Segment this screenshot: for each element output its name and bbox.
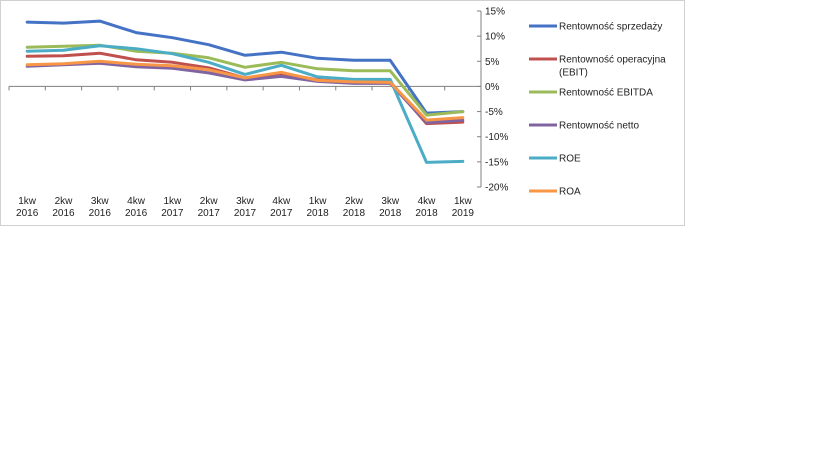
x-tick-label-quarter: 1kw [18, 196, 37, 207]
chart-frame: 15% 10% 5% 0% -5% -10% -15% -20% 1kw 2016 2kw 2016 3… [0, 0, 685, 226]
x-tick-label: 1kw 2019 [452, 196, 475, 219]
x-tick-label-quarter: 2kw [55, 196, 74, 207]
legend-label-5: ROE [559, 154, 581, 165]
y-tick-label: -15% [485, 157, 508, 168]
x-tick-label-year: 2017 [234, 208, 257, 219]
legend-label-6: ROA [559, 187, 581, 198]
x-tick-label-year: 2017 [198, 208, 221, 219]
series-lines [25, 19, 465, 164]
x-tick-label-year: 2016 [89, 208, 112, 219]
legend-label-2: Rentowność operacyjna (EBIT) [559, 55, 666, 79]
x-tick-label: 3kw 2017 [234, 196, 257, 219]
x-tick-label: 4kw 2017 [270, 196, 293, 219]
legend-label-1: Rentowność sprzedaży [559, 22, 662, 33]
x-tick-label: 1kw 2016 [16, 196, 39, 219]
x-tick-label-quarter: 3kw [381, 196, 400, 207]
series-line-5 [25, 44, 465, 164]
x-tick-label-year: 2019 [452, 208, 475, 219]
x-tick-label-year: 2016 [16, 208, 39, 219]
legend-label-line: Rentowność operacyjna [559, 55, 666, 66]
x-tick-label: 2kw 2016 [52, 196, 75, 219]
y-tick-label: 5% [485, 57, 500, 68]
y-tick-label: -10% [485, 132, 508, 143]
legend-label-3: Rentowność EBITDA [559, 88, 653, 99]
x-tick-label-year: 2018 [379, 208, 402, 219]
x-tick-label-quarter: 1kw [454, 196, 473, 207]
x-tick-label-quarter: 1kw [163, 196, 182, 207]
x-tick-label-year: 2017 [161, 208, 184, 219]
x-tick-label: 4kw 2016 [125, 196, 148, 219]
x-tick-label-quarter: 3kw [236, 196, 255, 207]
y-tick-label: -20% [485, 183, 508, 194]
legend: Rentowność sprzedaży Rentowność operacyjn… [529, 22, 666, 198]
x-tick-label: 2kw 2017 [198, 196, 221, 219]
x-tick-label-quarter: 4kw [127, 196, 146, 207]
x-tick-label: 3kw 2016 [89, 196, 112, 219]
y-tick-label: 15% [485, 7, 505, 18]
x-tick-label-quarter: 4kw [418, 196, 437, 207]
y-tick-label: 10% [485, 32, 505, 43]
x-tick-label-year: 2018 [343, 208, 366, 219]
x-tick-label: 3kw 2018 [379, 196, 402, 219]
x-tick-label-quarter: 3kw [91, 196, 110, 207]
x-tick-label-year: 2017 [270, 208, 293, 219]
series-line-1 [25, 19, 465, 115]
x-tick-label: 1kw 2018 [306, 196, 329, 219]
y-tick-label: 0% [485, 82, 500, 93]
y-tick-label: -5% [485, 107, 503, 118]
legend-label-4: Rentowność netto [559, 121, 639, 132]
legend-label-line: (EBIT) [559, 68, 588, 79]
x-tick-label-year: 2016 [52, 208, 75, 219]
x-tick-label: 1kw 2017 [161, 196, 184, 219]
x-tick-label-year: 2018 [415, 208, 438, 219]
x-tick-label-quarter: 2kw [345, 196, 364, 207]
x-tick-label-year: 2018 [306, 208, 329, 219]
x-tick-label: 2kw 2018 [343, 196, 366, 219]
x-tick-label-quarter: 4kw [272, 196, 291, 207]
x-tick-label: 4kw 2018 [415, 196, 438, 219]
x-tick-label-quarter: 2kw [200, 196, 219, 207]
x-tick-label-year: 2016 [125, 208, 148, 219]
x-tick-label-quarter: 1kw [309, 196, 328, 207]
series-line-6 [25, 59, 465, 122]
